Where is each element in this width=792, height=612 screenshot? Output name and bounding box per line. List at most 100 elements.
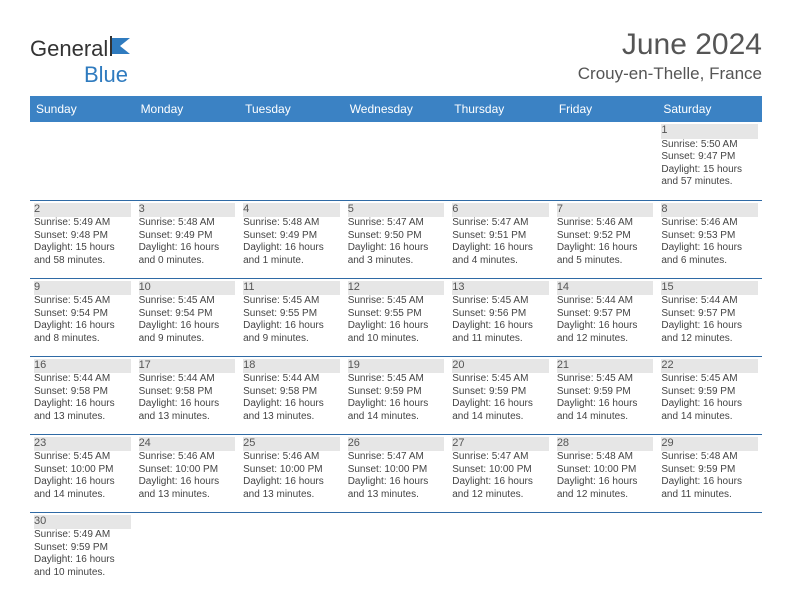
sunset-line: Sunset: 9:47 PM xyxy=(661,151,758,164)
weekday-header: Monday xyxy=(135,96,240,122)
calendar-cell: 27Sunrise: 5:47 AMSunset: 10:00 PMDaylig… xyxy=(448,434,553,512)
daylight-line: Daylight: 16 hours and 10 minutes. xyxy=(348,320,445,345)
logo: General xyxy=(30,36,136,62)
day-number: 13 xyxy=(452,281,549,296)
sunset-line: Sunset: 9:50 PM xyxy=(348,230,445,243)
day-number: 15 xyxy=(661,281,758,296)
day-number: 12 xyxy=(348,281,445,296)
day-number: 22 xyxy=(661,359,758,374)
daylight-line: Daylight: 16 hours and 14 minutes. xyxy=(348,398,445,423)
sunrise-line: Sunrise: 5:46 AM xyxy=(557,217,654,230)
calendar-cell: 9Sunrise: 5:45 AMSunset: 9:54 PMDaylight… xyxy=(30,278,135,356)
sunset-line: Sunset: 9:57 PM xyxy=(557,308,654,321)
calendar-row: 9Sunrise: 5:45 AMSunset: 9:54 PMDaylight… xyxy=(30,278,762,356)
weekday-header: Thursday xyxy=(448,96,553,122)
day-number: 27 xyxy=(452,437,549,452)
sunset-line: Sunset: 9:53 PM xyxy=(661,230,758,243)
sunrise-line: Sunrise: 5:45 AM xyxy=(243,295,340,308)
sunset-line: Sunset: 10:00 PM xyxy=(139,464,236,477)
daylight-line: Daylight: 16 hours and 14 minutes. xyxy=(661,398,758,423)
sunset-line: Sunset: 9:59 PM xyxy=(34,542,131,555)
sunrise-line: Sunrise: 5:47 AM xyxy=(452,217,549,230)
calendar-cell: 22Sunrise: 5:45 AMSunset: 9:59 PMDayligh… xyxy=(657,356,762,434)
sunset-line: Sunset: 10:00 PM xyxy=(348,464,445,477)
sunset-line: Sunset: 9:55 PM xyxy=(243,308,340,321)
calendar-row: 1Sunrise: 5:50 AMSunset: 9:47 PMDaylight… xyxy=(30,122,762,200)
sunset-line: Sunset: 9:48 PM xyxy=(34,230,131,243)
sunset-line: Sunset: 9:49 PM xyxy=(243,230,340,243)
weekday-header: Tuesday xyxy=(239,96,344,122)
calendar-cell-empty xyxy=(344,512,449,590)
sunset-line: Sunset: 9:59 PM xyxy=(348,386,445,399)
daylight-line: Daylight: 16 hours and 0 minutes. xyxy=(139,242,236,267)
day-number: 25 xyxy=(243,437,340,452)
calendar-cell: 14Sunrise: 5:44 AMSunset: 9:57 PMDayligh… xyxy=(553,278,658,356)
calendar-cell: 4Sunrise: 5:48 AMSunset: 9:49 PMDaylight… xyxy=(239,200,344,278)
calendar-cell: 18Sunrise: 5:44 AMSunset: 9:58 PMDayligh… xyxy=(239,356,344,434)
day-number: 14 xyxy=(557,281,654,296)
sunrise-line: Sunrise: 5:46 AM xyxy=(243,451,340,464)
calendar-cell-empty xyxy=(344,122,449,200)
daylight-line: Daylight: 16 hours and 6 minutes. xyxy=(661,242,758,267)
sunrise-line: Sunrise: 5:50 AM xyxy=(661,139,758,152)
daylight-line: Daylight: 16 hours and 11 minutes. xyxy=(452,320,549,345)
day-number: 2 xyxy=(34,203,131,218)
sunset-line: Sunset: 9:57 PM xyxy=(661,308,758,321)
calendar-cell-empty xyxy=(239,122,344,200)
sunrise-line: Sunrise: 5:45 AM xyxy=(348,295,445,308)
month-title: June 2024 xyxy=(578,28,762,62)
daylight-line: Daylight: 16 hours and 13 minutes. xyxy=(139,398,236,423)
daylight-line: Daylight: 16 hours and 8 minutes. xyxy=(34,320,131,345)
sunset-line: Sunset: 9:49 PM xyxy=(139,230,236,243)
calendar-cell: 17Sunrise: 5:44 AMSunset: 9:58 PMDayligh… xyxy=(135,356,240,434)
calendar-cell: 26Sunrise: 5:47 AMSunset: 10:00 PMDaylig… xyxy=(344,434,449,512)
weekday-header: Sunday xyxy=(30,96,135,122)
day-number: 18 xyxy=(243,359,340,374)
sunrise-line: Sunrise: 5:45 AM xyxy=(452,295,549,308)
sunrise-line: Sunrise: 5:45 AM xyxy=(139,295,236,308)
daylight-line: Daylight: 16 hours and 14 minutes. xyxy=(557,398,654,423)
calendar-cell: 10Sunrise: 5:45 AMSunset: 9:54 PMDayligh… xyxy=(135,278,240,356)
calendar-cell-empty xyxy=(135,122,240,200)
calendar-cell-empty xyxy=(239,512,344,590)
day-number: 28 xyxy=(557,437,654,452)
calendar-table: SundayMondayTuesdayWednesdayThursdayFrid… xyxy=(30,96,762,590)
calendar-cell: 11Sunrise: 5:45 AMSunset: 9:55 PMDayligh… xyxy=(239,278,344,356)
day-number: 7 xyxy=(557,203,654,218)
day-number: 26 xyxy=(348,437,445,452)
day-number: 21 xyxy=(557,359,654,374)
sunrise-line: Sunrise: 5:44 AM xyxy=(139,373,236,386)
daylight-line: Daylight: 16 hours and 13 minutes. xyxy=(348,476,445,501)
sunrise-line: Sunrise: 5:45 AM xyxy=(34,295,131,308)
daylight-line: Daylight: 16 hours and 9 minutes. xyxy=(243,320,340,345)
sunset-line: Sunset: 9:59 PM xyxy=(661,386,758,399)
calendar-cell: 15Sunrise: 5:44 AMSunset: 9:57 PMDayligh… xyxy=(657,278,762,356)
daylight-line: Daylight: 16 hours and 13 minutes. xyxy=(243,398,340,423)
daylight-line: Daylight: 16 hours and 13 minutes. xyxy=(243,476,340,501)
sunset-line: Sunset: 9:59 PM xyxy=(557,386,654,399)
day-number: 16 xyxy=(34,359,131,374)
logo-text-general: General xyxy=(30,36,108,62)
calendar-cell-empty xyxy=(657,512,762,590)
sunset-line: Sunset: 9:59 PM xyxy=(661,464,758,477)
calendar-cell: 12Sunrise: 5:45 AMSunset: 9:55 PMDayligh… xyxy=(344,278,449,356)
daylight-line: Daylight: 16 hours and 13 minutes. xyxy=(34,398,131,423)
calendar-cell-empty xyxy=(30,122,135,200)
calendar-cell: 5Sunrise: 5:47 AMSunset: 9:50 PMDaylight… xyxy=(344,200,449,278)
day-number: 6 xyxy=(452,203,549,218)
sunrise-line: Sunrise: 5:47 AM xyxy=(452,451,549,464)
calendar-cell-empty xyxy=(553,512,658,590)
sunrise-line: Sunrise: 5:45 AM xyxy=(661,373,758,386)
calendar-row: 30Sunrise: 5:49 AMSunset: 9:59 PMDayligh… xyxy=(30,512,762,590)
weekday-header: Saturday xyxy=(657,96,762,122)
sunset-line: Sunset: 9:54 PM xyxy=(34,308,131,321)
sunrise-line: Sunrise: 5:46 AM xyxy=(661,217,758,230)
day-number: 1 xyxy=(661,124,758,139)
calendar-row: 16Sunrise: 5:44 AMSunset: 9:58 PMDayligh… xyxy=(30,356,762,434)
sunrise-line: Sunrise: 5:48 AM xyxy=(243,217,340,230)
sunrise-line: Sunrise: 5:45 AM xyxy=(34,451,131,464)
daylight-line: Daylight: 16 hours and 5 minutes. xyxy=(557,242,654,267)
calendar-cell-empty xyxy=(448,122,553,200)
calendar-cell-empty xyxy=(448,512,553,590)
calendar-row: 2Sunrise: 5:49 AMSunset: 9:48 PMDaylight… xyxy=(30,200,762,278)
